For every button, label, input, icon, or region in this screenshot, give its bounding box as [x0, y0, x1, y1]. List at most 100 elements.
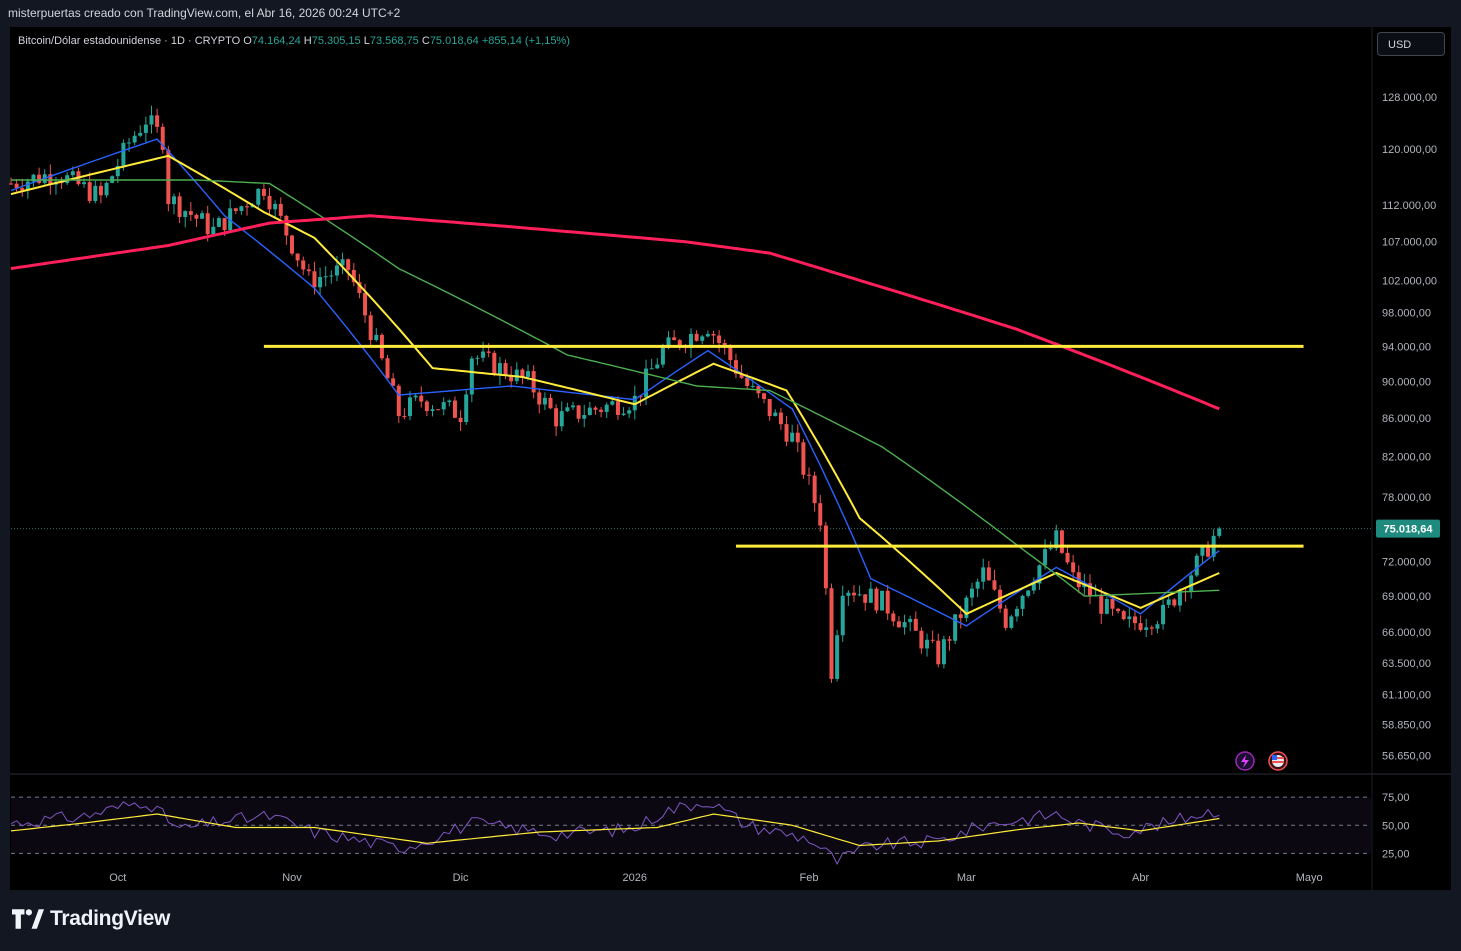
moving-average-line — [10, 138, 1220, 627]
candle-body — [436, 409, 441, 411]
time-tick-label: Dic — [453, 872, 469, 884]
candle-body — [31, 174, 36, 182]
candle-body — [143, 124, 148, 133]
candle-body — [627, 410, 632, 414]
candle-body — [284, 215, 289, 236]
candle-body — [908, 618, 913, 623]
candle-body — [65, 175, 70, 184]
candle-body — [312, 271, 317, 288]
candle-body — [823, 525, 828, 589]
candle-body — [464, 394, 469, 422]
price-tick-label: 82.000,00 — [1382, 452, 1431, 464]
candle-body — [514, 369, 519, 382]
candle-body — [666, 337, 671, 348]
candle-body — [851, 592, 856, 596]
candle-body — [677, 340, 682, 347]
candle-body — [941, 639, 946, 665]
candle-body — [37, 174, 42, 183]
candle-body — [896, 621, 901, 628]
candle-body — [604, 404, 609, 412]
candle-body — [188, 211, 193, 215]
time-tick-label: 2026 — [623, 872, 647, 884]
candle-body — [1037, 565, 1042, 584]
candle-body — [1121, 611, 1126, 620]
candle-body — [194, 214, 199, 219]
candle-body — [323, 276, 328, 278]
price-tick-label: 107.000,00 — [1382, 237, 1437, 249]
candle-body — [548, 397, 553, 409]
candle-body — [880, 590, 885, 611]
open-label: O — [243, 35, 252, 47]
candle-body — [492, 352, 497, 375]
candle-body — [801, 442, 806, 475]
price-tick-label: 78.000,00 — [1382, 492, 1431, 504]
candle-body — [475, 357, 480, 359]
candle-body — [452, 400, 457, 418]
candle-body — [87, 182, 92, 201]
candle-body — [1071, 562, 1076, 573]
candle-body — [183, 211, 188, 217]
candle-body — [795, 432, 800, 443]
candle-body — [278, 203, 283, 216]
us-flag-canton-icon — [1272, 755, 1277, 760]
candle-body — [160, 126, 165, 150]
candle-body — [93, 185, 98, 201]
candle-body — [419, 395, 424, 402]
candle-body — [1127, 616, 1132, 620]
candle-body — [509, 375, 514, 382]
candle-body — [82, 182, 87, 185]
candle-body — [891, 613, 896, 622]
candle-body — [1177, 590, 1182, 606]
candle-body — [739, 373, 744, 378]
candle-body — [430, 409, 435, 412]
candle-body — [447, 400, 452, 403]
candle-body — [593, 407, 598, 410]
candle-body — [177, 196, 182, 217]
rsi-signal-line — [10, 813, 1220, 847]
low-label: L — [363, 35, 370, 47]
candle-body — [992, 580, 997, 590]
candle-body — [115, 166, 120, 177]
candle-body — [958, 614, 963, 619]
candle-body — [728, 346, 733, 361]
candle-body — [70, 171, 75, 176]
candle-body — [655, 364, 660, 369]
chart-frame — [10, 27, 1451, 890]
candle-body — [1003, 608, 1008, 628]
candle-body — [385, 358, 390, 379]
candle-body — [953, 614, 958, 641]
candle-body — [256, 188, 261, 205]
candle-body — [351, 269, 356, 283]
candle-body — [149, 115, 154, 125]
tradingview-logo[interactable]: TradingView — [12, 907, 170, 931]
candle-body — [424, 401, 429, 412]
candle-body — [644, 368, 649, 398]
candle-body — [762, 393, 767, 400]
candle-body — [621, 413, 626, 415]
candle-body — [936, 640, 941, 665]
candle-body — [408, 397, 413, 417]
candle-body — [767, 399, 772, 417]
candle-body — [835, 635, 840, 679]
rsi-tick-label: 50,00 — [1382, 820, 1410, 832]
candle-body — [171, 196, 176, 205]
candle-body — [1020, 595, 1025, 609]
candle-body — [672, 337, 677, 341]
candle-body — [537, 392, 542, 405]
currency-button[interactable]: USD — [1377, 32, 1445, 56]
candle-body — [346, 259, 351, 270]
price-tick-label: 90.000,00 — [1382, 376, 1431, 388]
candle-body — [301, 260, 306, 270]
candle-body — [233, 208, 238, 211]
candle-body — [205, 213, 210, 235]
candle-body — [520, 369, 525, 377]
candle-body — [1088, 583, 1093, 597]
candle-body — [1194, 555, 1199, 576]
candle-body — [705, 333, 710, 337]
candle-body — [1149, 627, 1154, 629]
candle-body — [1166, 599, 1171, 605]
candle-body — [981, 567, 986, 582]
candle-body — [700, 336, 705, 341]
price-tick-label: 94.000,00 — [1382, 341, 1431, 353]
